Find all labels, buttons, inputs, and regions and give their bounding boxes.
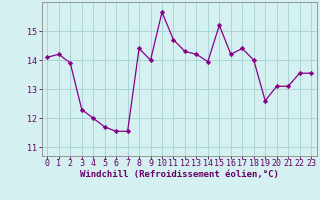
X-axis label: Windchill (Refroidissement éolien,°C): Windchill (Refroidissement éolien,°C): [80, 170, 279, 179]
